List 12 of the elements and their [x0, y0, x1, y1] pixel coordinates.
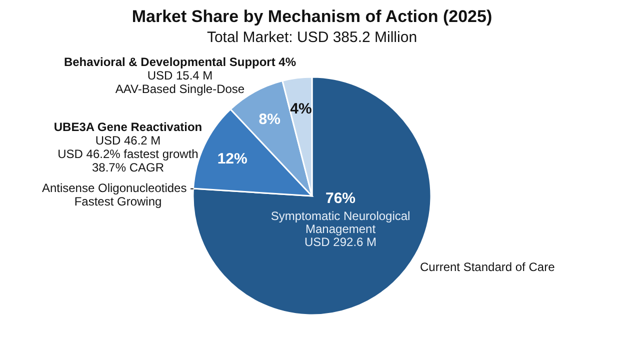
- chart-title: Market Share by Mechanism of Action (2025): [132, 7, 492, 26]
- text: Current Standard of Care: [420, 260, 556, 274]
- data-label: 12%: [217, 150, 248, 168]
- data-label: 4%: [290, 100, 312, 118]
- text: Antisense Oligonucleotides - Fastest Growing: [42, 181, 194, 208]
- text: USD 292.6 M: [304, 234, 377, 249]
- text: UBE3A Gene Reactivation USD 46.2 M USD 46.2% fastest growth 38.7% CAGR: [54, 120, 202, 174]
- data-label: 76%: [325, 190, 356, 207]
- chart-subtitle: Total Market: USD 385.2 Million: [206, 29, 418, 46]
- text: Behavioral & Developmental Support 4% USD 15.4 M AAV-Based Single-Dose: [64, 55, 296, 96]
- data-label: 8%: [258, 110, 280, 128]
- slice-label: Symptomatic Neurological Management: [270, 208, 410, 236]
